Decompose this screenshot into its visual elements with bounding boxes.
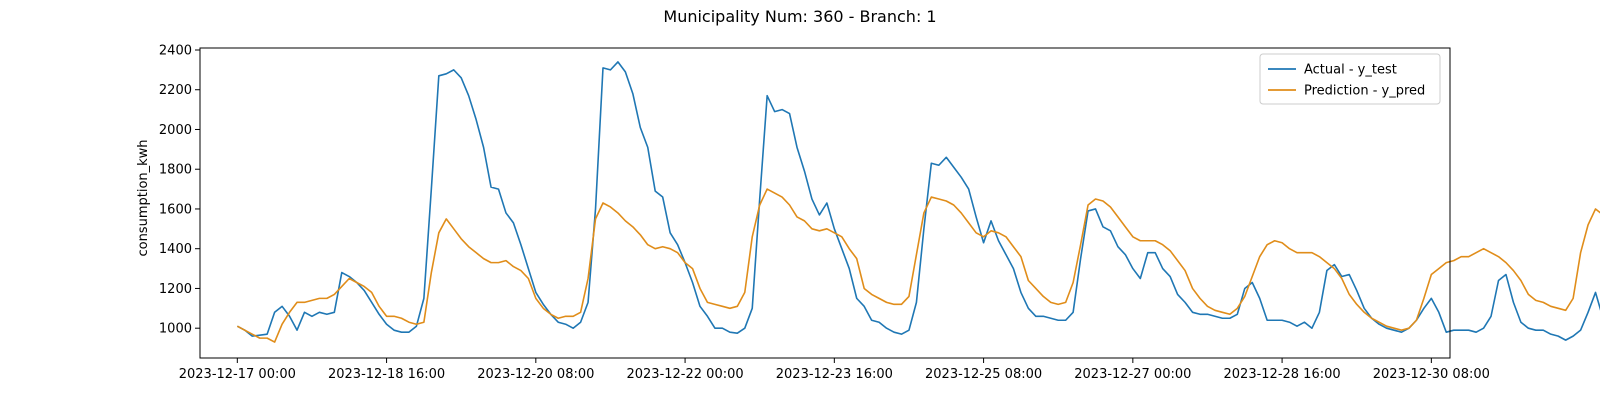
y-tick-label: 1200 bbox=[159, 282, 192, 297]
y-tick-label: 2400 bbox=[159, 43, 192, 58]
x-tick-label: 2023-12-23 16:00 bbox=[776, 367, 893, 382]
legend-entry: Prediction - y_pred bbox=[1304, 84, 1425, 99]
x-tick-label: 2023-12-17 00:00 bbox=[179, 367, 296, 382]
x-tick-label: 2023-12-30 08:00 bbox=[1373, 367, 1490, 382]
plot-frame bbox=[199, 47, 1451, 359]
series-line-prediction bbox=[236, 188, 1600, 343]
legend: Actual - y_test Prediction - y_pred bbox=[1259, 53, 1441, 105]
legend-box bbox=[1259, 53, 1441, 105]
x-tick-label: 2023-12-18 16:00 bbox=[328, 367, 445, 382]
series-line-actual bbox=[236, 61, 1600, 341]
y-tick-label: 1600 bbox=[159, 202, 192, 217]
x-tick-label: 2023-12-20 08:00 bbox=[477, 367, 594, 382]
x-tick-label: 2023-12-27 00:00 bbox=[1074, 367, 1191, 382]
legend-entry: Actual - y_test bbox=[1304, 63, 1397, 78]
y-tick-label: 2000 bbox=[159, 123, 192, 138]
y-tick-label: 1400 bbox=[159, 242, 192, 257]
x-tick-label: 2023-12-22 00:00 bbox=[626, 367, 743, 382]
y-tick-label: 2200 bbox=[159, 83, 192, 98]
chart-title: Municipality Num: 360 - Branch: 1 bbox=[663, 7, 936, 26]
y-tick-label: 1000 bbox=[159, 322, 192, 337]
series-layer bbox=[236, 61, 1600, 343]
x-tick-label: 2023-12-28 16:00 bbox=[1224, 367, 1341, 382]
x-tick-label: 2023-12-25 08:00 bbox=[925, 367, 1042, 382]
y-tick-label: 1800 bbox=[159, 163, 192, 178]
x-axis: 2023-12-17 00:00 2023-12-18 16:00 2023-12-… bbox=[179, 358, 1490, 382]
y-axis-label: consumption_kwh bbox=[136, 139, 151, 256]
y-axis: 1000 1200 1400 1600 1800 2000 2200 2400 bbox=[159, 43, 200, 337]
